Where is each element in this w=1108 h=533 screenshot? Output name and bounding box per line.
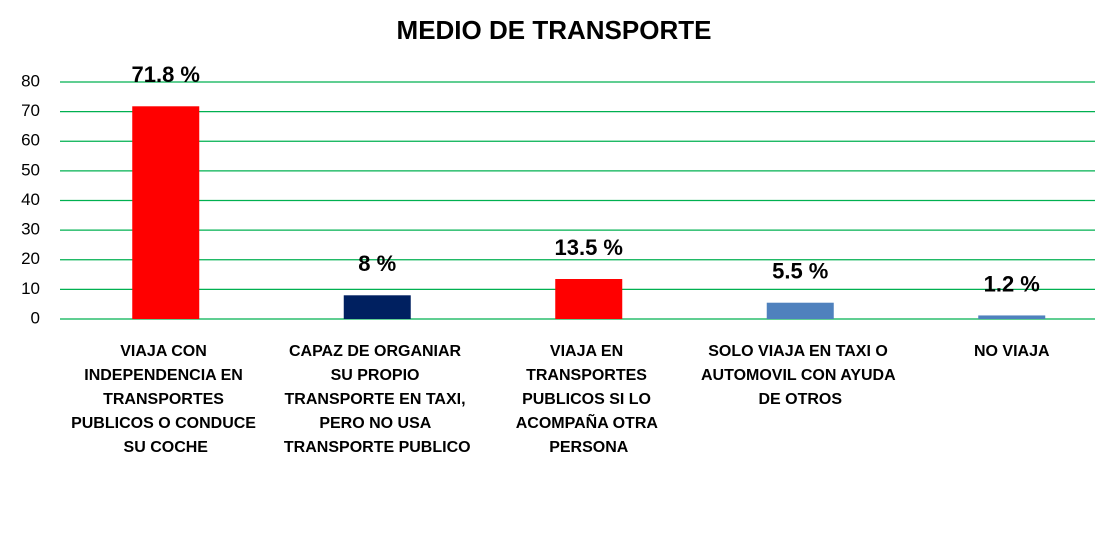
bar [343, 295, 411, 319]
data-label: 5.5 % [772, 259, 828, 284]
y-tick-label: 30 [21, 220, 40, 239]
x-tick-label: VIAJA CON INDEPENDENCIA EN TRANSPORTES P… [71, 343, 260, 456]
x-tick-label: VIAJA EN TRANSPORTES PUBLICOS SI LO ACOM… [516, 343, 662, 456]
bar [766, 302, 834, 319]
y-tick-label: 10 [21, 279, 40, 298]
y-tick-label: 80 [21, 71, 40, 90]
chart-title: MEDIO DE TRANSPORTE [397, 15, 712, 45]
x-tick-label: SOLO VIAJA EN TAXI O AUTOMOVIL CON AYUDA… [701, 343, 900, 408]
y-tick-label: 0 [31, 308, 40, 327]
bar [555, 279, 623, 319]
y-tick-label: 60 [21, 131, 40, 150]
y-tick-label: 40 [21, 190, 40, 209]
data-label: 8 % [358, 251, 396, 276]
y-tick-label: 20 [21, 249, 40, 268]
data-label: 71.8 % [132, 62, 201, 87]
x-tick-label: NO VIAJA [974, 343, 1050, 360]
y-tick-label: 70 [21, 101, 40, 120]
y-tick-label: 50 [21, 160, 40, 179]
data-label: 13.5 % [555, 235, 624, 260]
bar [132, 106, 200, 319]
data-label: 1.2 % [984, 271, 1040, 296]
bar [978, 315, 1046, 319]
x-tick-label: CAPAZ DE ORGANIAR SU PROPIO TRANSPORTE E… [284, 343, 471, 456]
